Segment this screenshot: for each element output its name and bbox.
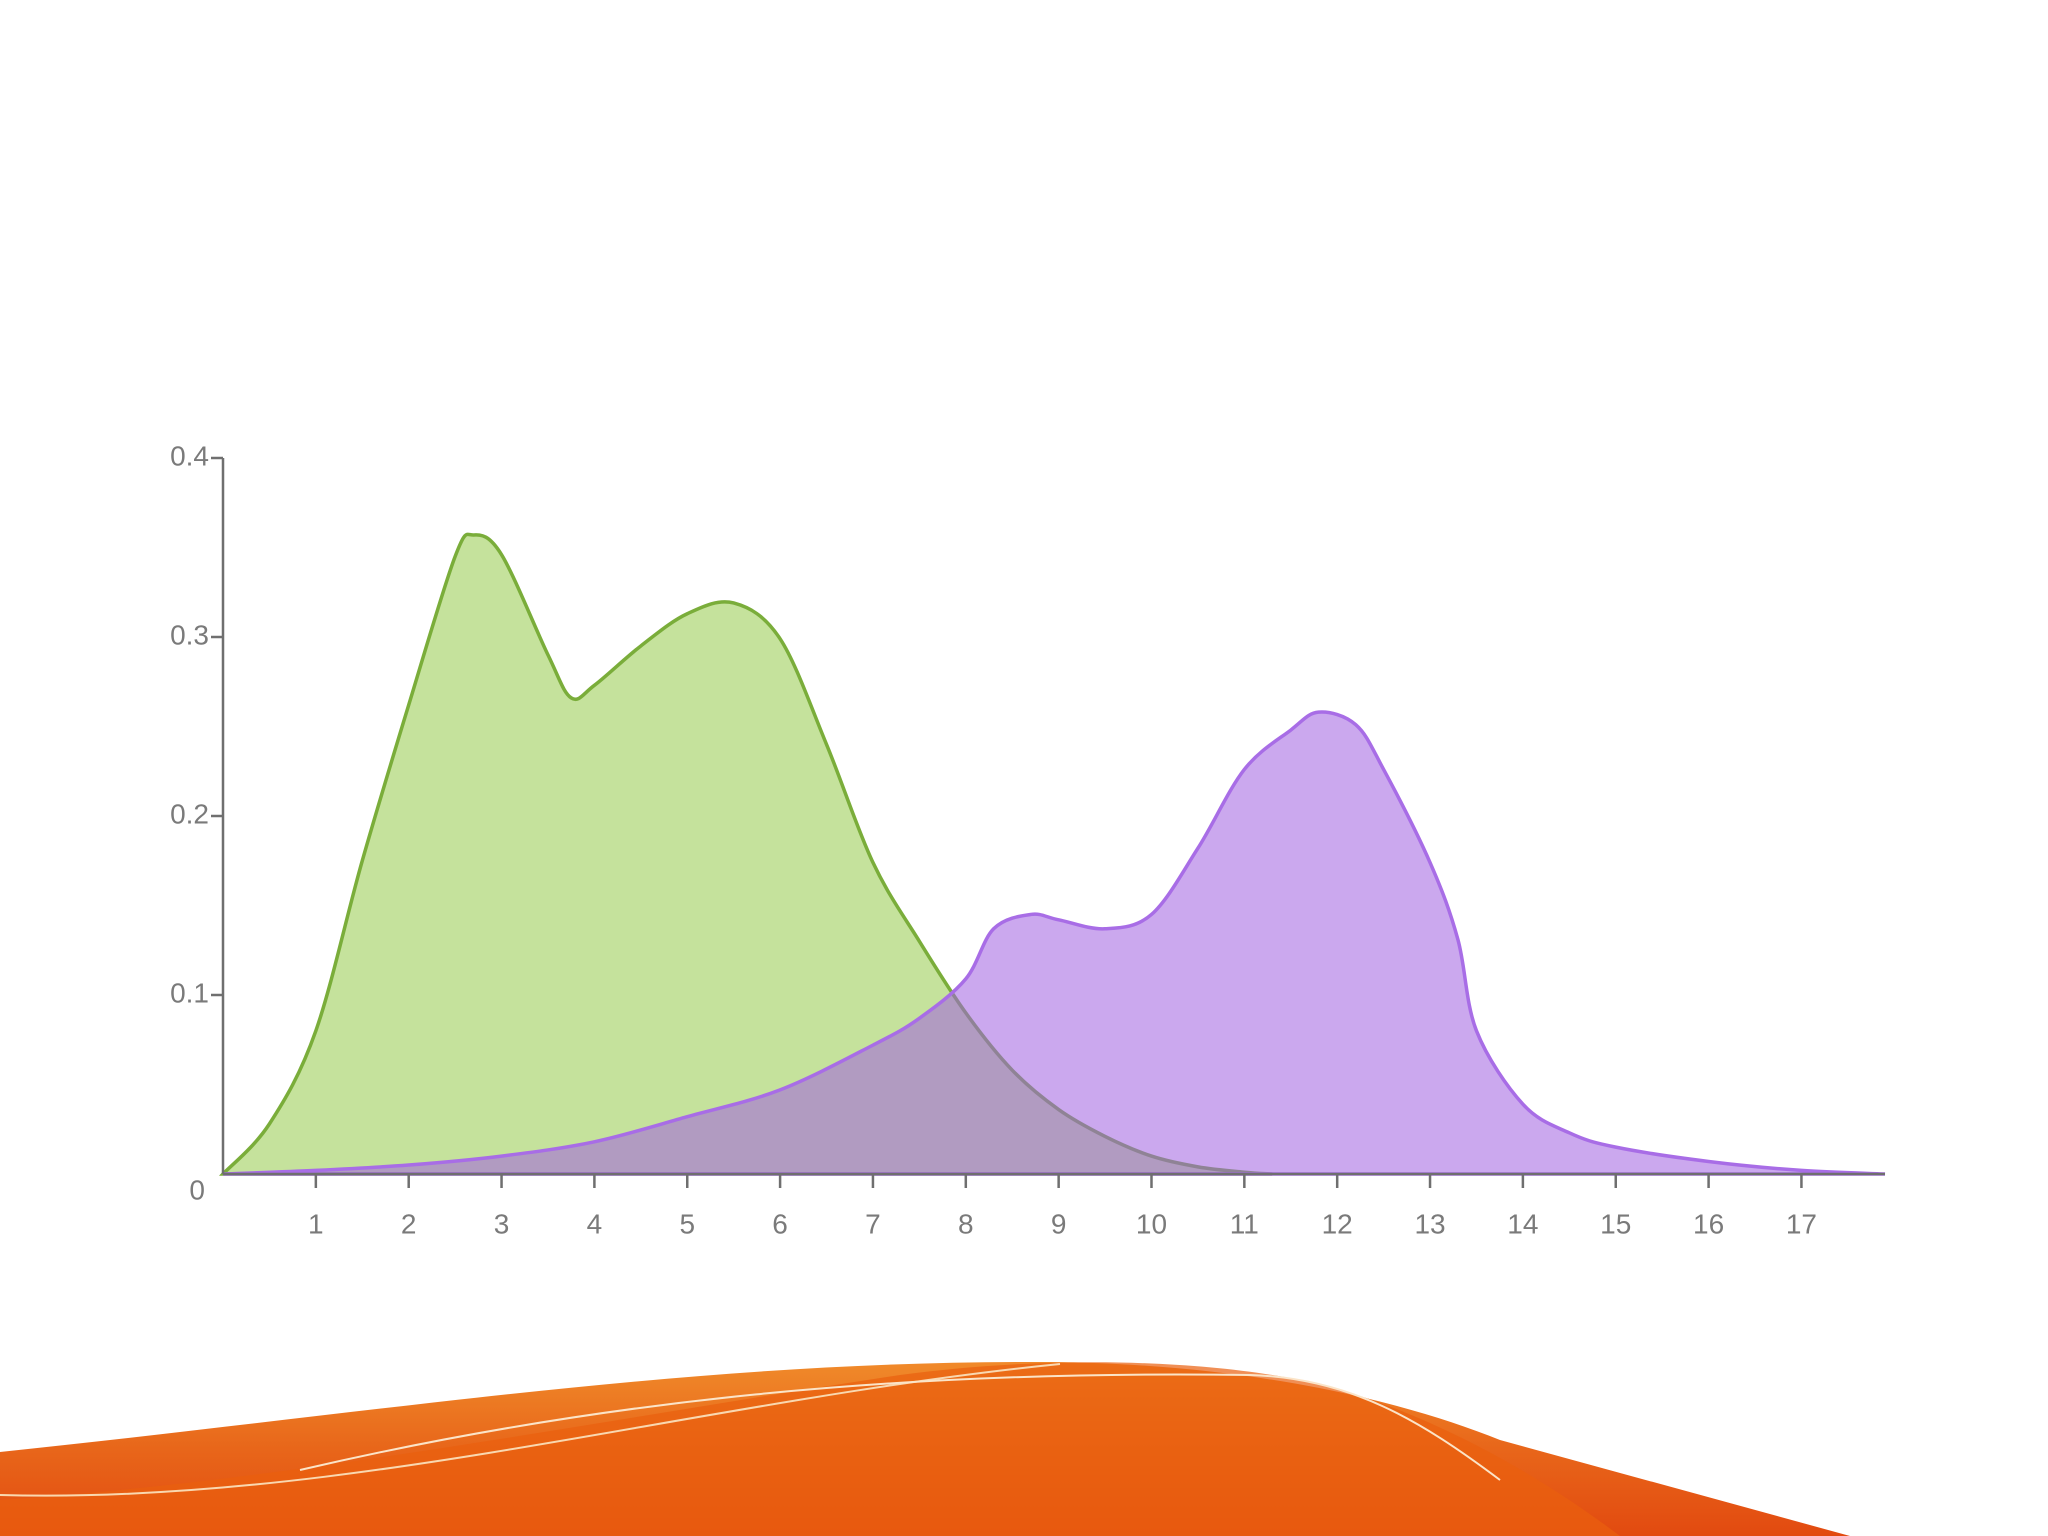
- x-tick-label: 2: [401, 1208, 417, 1239]
- x-tick-label: 16: [1693, 1208, 1724, 1239]
- y-tick-label: 0.4: [170, 440, 209, 471]
- origin-label: 0: [189, 1174, 205, 1205]
- x-tick-label: 4: [587, 1208, 603, 1239]
- x-tick-label: 15: [1600, 1208, 1631, 1239]
- y-tick-label: 0.3: [170, 619, 209, 650]
- plot-area: 00.10.20.30.41 2 3 4 5 6 7 8 9 10 11 12 13 14 15 16 17: [170, 440, 1886, 1239]
- x-tick-label: 9: [1051, 1208, 1067, 1239]
- y-tick-label: 0.2: [170, 798, 209, 829]
- x-tick-label: 3: [494, 1208, 510, 1239]
- x-tick-label: 8: [958, 1208, 974, 1239]
- y-tick-label: 0.1: [170, 977, 209, 1008]
- x-tick-label: 7: [865, 1208, 881, 1239]
- x-tick-label: 17: [1786, 1208, 1817, 1239]
- x-tick-label: 5: [679, 1208, 695, 1239]
- x-tick-label: 10: [1136, 1208, 1167, 1239]
- x-tick-label: 11: [1230, 1208, 1259, 1239]
- density-area: [222, 710, 1886, 1176]
- x-tick-label: 1: [308, 1208, 324, 1239]
- x-tick-label: 14: [1507, 1208, 1538, 1239]
- x-tick-label: 6: [772, 1208, 788, 1239]
- x-tick-label: 12: [1322, 1208, 1353, 1239]
- background-wave: [0, 1361, 1850, 1536]
- x-tick-label: 13: [1414, 1208, 1445, 1239]
